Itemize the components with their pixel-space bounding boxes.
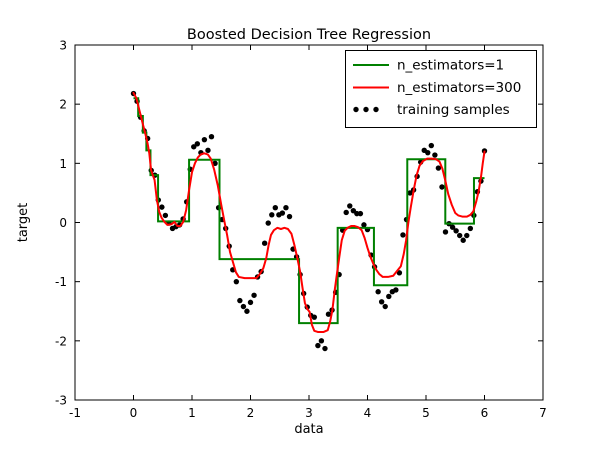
- training-sample-point: [425, 149, 431, 156]
- training-sample-point: [375, 289, 381, 295]
- training-sample-point: [191, 144, 197, 150]
- x-tick-label: 1: [188, 406, 196, 420]
- training-sample-point: [194, 141, 201, 147]
- training-sample-point: [311, 314, 318, 320]
- x-tick-label: 2: [247, 406, 255, 420]
- x-tick-label: -1: [69, 406, 81, 420]
- training-sample-point: [378, 299, 385, 305]
- y-tick-label: 1: [59, 157, 67, 171]
- red-curve-line: [132, 91, 486, 333]
- training-sample-point: [251, 292, 257, 298]
- y-tick-label: 0: [59, 216, 67, 230]
- training-sample-point: [449, 224, 456, 230]
- training-sample-point: [361, 222, 367, 228]
- chart-title: Boosted Decision Tree Regression: [187, 27, 431, 43]
- y-tick-label: 3: [59, 39, 67, 53]
- training-sample-point: [442, 229, 449, 235]
- training-sample-point: [322, 345, 328, 352]
- training-sample-point: [279, 210, 286, 216]
- y-tick-label: 2: [59, 98, 67, 112]
- training-sample-point: [435, 165, 442, 171]
- training-sample-point: [269, 212, 275, 218]
- training-sample-point: [240, 303, 247, 310]
- dot-swatch: [373, 106, 379, 113]
- training-sample-point: [261, 240, 268, 246]
- x-tick-label: 3: [305, 406, 313, 420]
- n-estimators-300-series: [132, 91, 486, 333]
- legend-entry-green: n_estimators=1: [353, 58, 504, 74]
- training-sample-point: [347, 203, 353, 209]
- training-sample-point: [357, 210, 364, 217]
- training-sample-point: [343, 209, 349, 216]
- dot-swatch: [353, 106, 359, 113]
- legend-entry-scatter: training samples: [353, 102, 510, 118]
- training-sample-point: [400, 232, 406, 238]
- legend-label-green: n_estimators=1: [397, 58, 504, 74]
- legend-entry-red: n_estimators=300: [353, 80, 521, 96]
- training-sample-point: [453, 228, 459, 234]
- training-sample-point: [432, 152, 438, 158]
- training-sample-point: [439, 184, 445, 190]
- y-axis-label: target: [16, 203, 31, 243]
- training-sample-point: [162, 212, 169, 219]
- training-sample-point: [325, 311, 332, 317]
- training-sample-point: [396, 270, 403, 276]
- legend-label-scatter: training samples: [397, 102, 510, 118]
- legend-box: [345, 50, 537, 128]
- y-tick-label: -1: [55, 275, 67, 289]
- training-sample-point: [382, 303, 388, 310]
- x-tick-label: 6: [481, 406, 489, 420]
- training-sample-point: [201, 136, 208, 143]
- training-sample-point: [159, 204, 165, 210]
- training-sample-point: [386, 293, 392, 300]
- x-axis-label: data: [294, 422, 323, 437]
- x-tick-label: 7: [539, 406, 547, 420]
- y-tick-label: -2: [55, 334, 67, 348]
- y-tick-label: -3: [55, 394, 67, 408]
- training-sample-point: [460, 237, 466, 243]
- plot-area-frame: [74, 44, 544, 401]
- training-sample-point: [237, 297, 243, 304]
- training-sample-point: [208, 134, 215, 140]
- training-sample-point: [247, 299, 254, 306]
- dot-swatch: [363, 106, 369, 113]
- training-sample-point: [467, 225, 474, 232]
- x-tick-label: 4: [364, 406, 372, 420]
- training-sample-point: [212, 160, 218, 167]
- training-sample-point: [244, 308, 250, 314]
- training-sample-point: [407, 190, 413, 196]
- training-sample-point: [456, 232, 463, 239]
- training-sample-point: [205, 147, 211, 154]
- training-sample-point: [393, 287, 399, 293]
- x-tick-label: 5: [422, 406, 430, 420]
- legend: n_estimators=1 n_estimators=300 training…: [345, 50, 537, 128]
- training-sample-point: [428, 142, 435, 149]
- training-sample-point: [286, 213, 293, 220]
- x-tick-label: 0: [130, 406, 138, 420]
- training-sample-point: [315, 342, 321, 349]
- training-sample-point: [283, 205, 289, 211]
- training-sample-point: [318, 338, 325, 344]
- legend-label-red: n_estimators=300: [397, 80, 521, 96]
- training-sample-point: [233, 278, 240, 285]
- training-sample-point: [464, 232, 470, 239]
- training-sample-point: [265, 220, 271, 226]
- training-sample-point: [272, 205, 279, 211]
